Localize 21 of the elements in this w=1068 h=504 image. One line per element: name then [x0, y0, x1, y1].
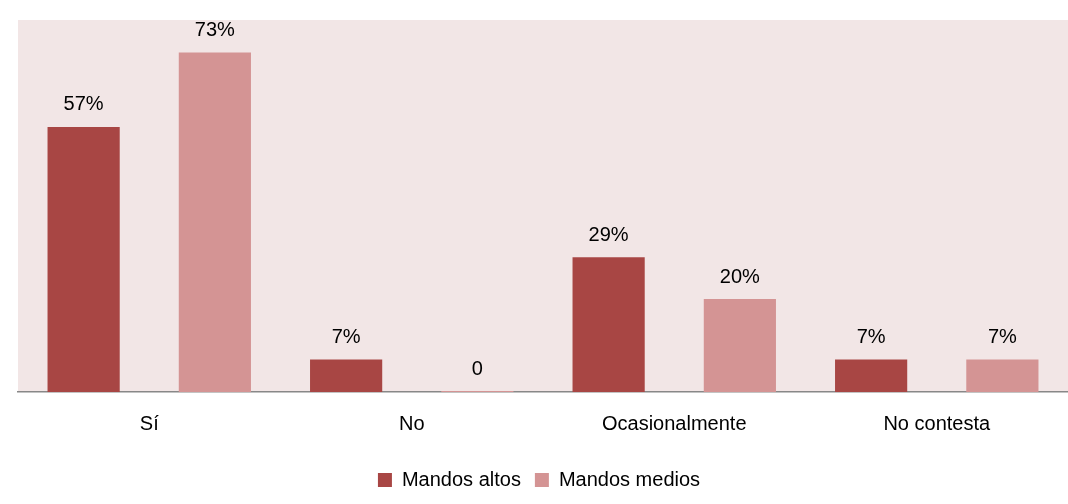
data-label: 29%	[588, 222, 629, 245]
bar	[835, 359, 908, 392]
data-label: 7%	[987, 324, 1018, 347]
data-label: 73%	[194, 18, 236, 41]
data-label: 7%	[331, 324, 361, 347]
data-label: 0	[471, 356, 483, 379]
x-tick-label: Ocasionalmente	[601, 411, 747, 434]
data-label: 20%	[719, 264, 761, 287]
x-tick-label: Sí	[139, 411, 160, 434]
bar	[310, 359, 383, 392]
legend-label: Mandos altos	[401, 467, 521, 490]
legend-label: Mandos medios	[558, 467, 701, 490]
bar	[572, 257, 645, 392]
bar	[966, 359, 1039, 392]
bar	[178, 52, 251, 392]
bar	[703, 299, 776, 392]
data-label: 57%	[63, 92, 104, 115]
x-tick-label: No contesta	[883, 411, 991, 434]
x-tick-label: No	[398, 411, 425, 434]
data-label: 7%	[856, 324, 886, 347]
bar	[47, 126, 120, 392]
